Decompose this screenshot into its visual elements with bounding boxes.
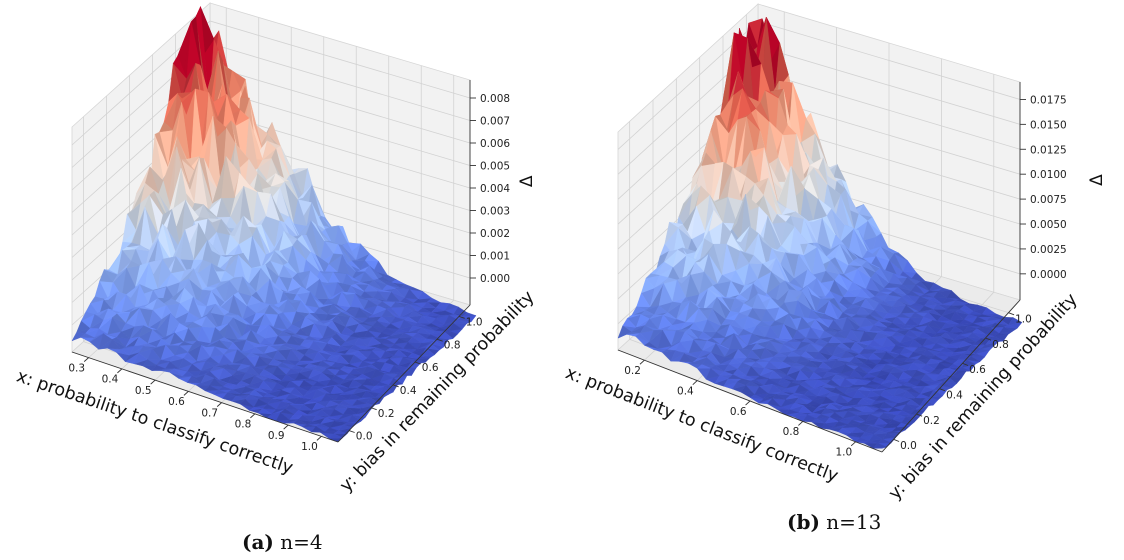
surface-plot-b: 0.00000.00250.00500.00750.01000.01250.01… (563, 3, 1107, 504)
x-tick-label: 0.5 (135, 385, 152, 397)
x-tick-label: 0.2 (624, 365, 641, 377)
z-tick-label: 0.0150 (1030, 119, 1067, 131)
y-tick-label: 0.0 (356, 431, 373, 443)
y-tick-label: 0.0 (900, 440, 917, 452)
x-tick-label: 0.6 (168, 396, 185, 408)
y-tick-label: 1.0 (466, 317, 483, 329)
z-tick-label: 0.0175 (1030, 94, 1067, 106)
x-tick-label: 0.6 (730, 406, 747, 418)
y-tick-label: 0.2 (923, 415, 940, 427)
z-axis-label: Δ (1087, 174, 1107, 186)
caption-a-tag: (a) (242, 530, 274, 554)
y-tick-label: 0.4 (400, 385, 417, 397)
z-tick-label: 0.003 (480, 206, 510, 218)
y-tick-label: 0.6 (422, 362, 439, 374)
caption-a: (a) n=4 (242, 530, 323, 554)
y-tick-label: 0.4 (946, 389, 963, 401)
z-tick-label: 0.001 (480, 251, 510, 263)
z-tick-label: 0.0050 (1030, 219, 1067, 231)
y-tick-label: 0.8 (444, 339, 461, 351)
z-tick-label: 0.007 (480, 116, 510, 128)
x-tick-label: 0.4 (677, 385, 694, 397)
caption-b: (b) n=13 (787, 510, 881, 534)
y-tick-label: 0.8 (992, 339, 1009, 351)
x-tick-label: 1.0 (835, 447, 852, 459)
z-tick-label: 0.0100 (1030, 169, 1067, 181)
z-tick-label: 0.004 (480, 183, 510, 195)
x-tick-label: 1.0 (301, 441, 318, 453)
z-axis-label: Δ (517, 175, 537, 187)
x-tick-label: 0.9 (268, 430, 285, 442)
z-tick-label: 0.008 (480, 93, 510, 105)
x-tick-label: 0.3 (68, 362, 85, 374)
x-tick-label: 0.4 (102, 374, 119, 386)
z-tick-label: 0.002 (480, 228, 510, 240)
y-tick-label: 0.2 (378, 408, 395, 420)
x-tick-label: 0.8 (783, 426, 800, 438)
caption-b-tag: (b) (787, 510, 820, 534)
y-tick-label: 1.0 (1015, 313, 1032, 325)
z-tick-label: 0.005 (480, 161, 510, 173)
z-axis: 0.000 0.001 0.002 0.003 0.004 0.005 0.006 0.007… (469, 80, 537, 305)
x-tick-label: 0.7 (201, 407, 218, 419)
surface-mesh (71, 5, 477, 443)
y-tick-label: 0.6 (969, 364, 986, 376)
z-tick-label: 0.000 (480, 273, 510, 285)
z-tick-label: 0.006 (480, 138, 510, 150)
z-tick-label: 0.0025 (1030, 244, 1067, 256)
surface-mesh (617, 16, 1023, 449)
x-tick-label: 0.8 (235, 419, 252, 431)
caption-a-text: n=4 (280, 530, 323, 554)
z-tick-label: 0.0000 (1030, 269, 1067, 281)
z-tick-label: 0.0125 (1030, 144, 1067, 156)
caption-b-text: n=13 (826, 510, 882, 534)
z-axis: 0.0000 0.0025 0.0050 0.0075 0.0100 0.0125 0.01… (1019, 82, 1107, 300)
surface-plot-a: 0.000 0.001 0.002 0.003 0.004 0.005 0.006 0.007… (14, 2, 538, 496)
z-tick-label: 0.0075 (1030, 194, 1067, 206)
